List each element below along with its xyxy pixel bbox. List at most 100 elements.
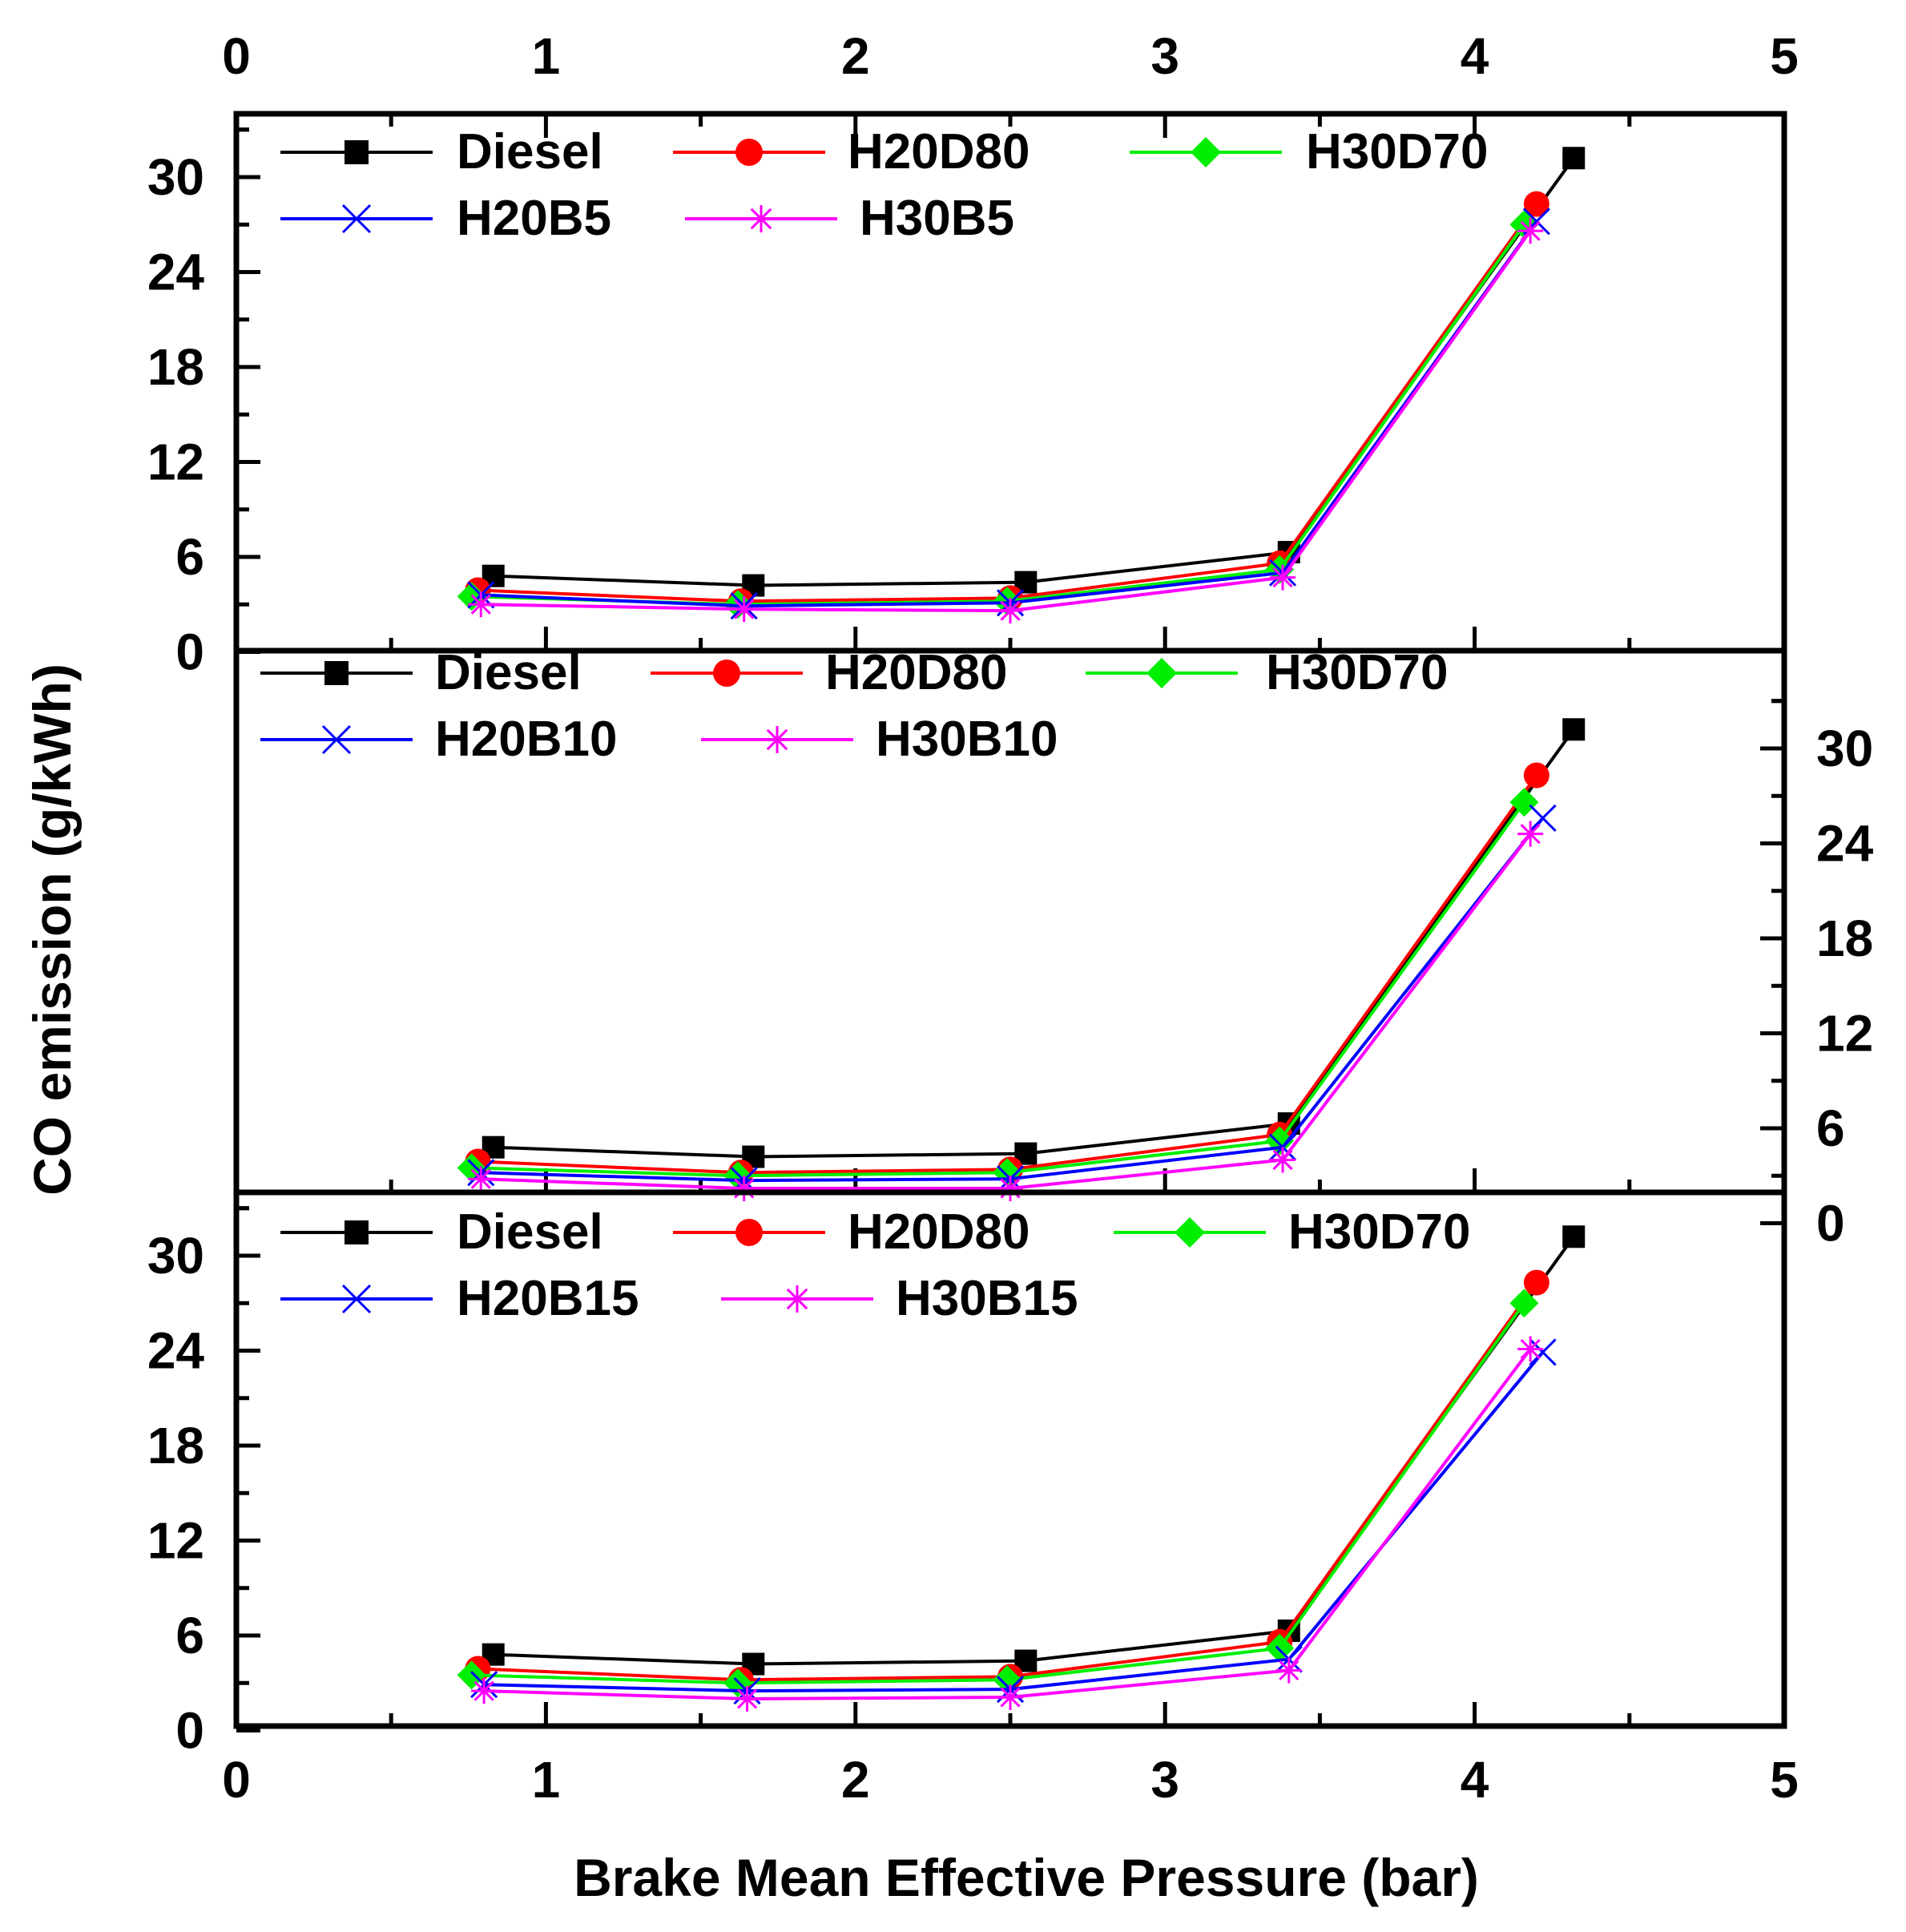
legend-bottom: Diesel H20D80 H30D70 H20B15 H30B15 — [280, 1204, 1470, 1326]
legend-marker-h20d80 — [735, 1219, 763, 1246]
y-tick-label-middle-18: 18 — [1816, 910, 1873, 967]
y-tick-label-middle-30: 30 — [1816, 720, 1873, 777]
data-point-h30b5 — [1270, 564, 1296, 591]
data-point-h30b5 — [468, 591, 494, 618]
y-tick-label-top-0: 0 — [175, 623, 204, 681]
series-line-h20d80 — [478, 1281, 1538, 1682]
data-point-h30b10 — [1270, 1147, 1296, 1173]
panel-top: 0 6 12 18 24 30 Diesel H20D80 H30D70 H20B5 H30B5 — [147, 124, 1787, 681]
legend-marker-h30b15 — [784, 1285, 811, 1313]
series-h30d70-middle — [457, 788, 1539, 1191]
series-line-h20b5 — [481, 220, 1538, 608]
x-axis-title: Brake Mean Effective Pressure (bar) — [574, 1848, 1479, 1907]
x-axis: 0 0 1 1 2 2 3 3 4 4 5 5 — [222, 27, 1799, 1809]
legend-marker-h30d70 — [1175, 1217, 1205, 1248]
legend-middle: Diesel H20D80 H30D70 H20B10 H30B10 — [260, 645, 1448, 767]
legend-label-h20d80: H20D80 — [825, 645, 1007, 700]
x-top-tick-label-5: 5 — [1770, 27, 1799, 85]
legend-marker-diesel — [345, 140, 369, 164]
x-bottom-tick-label-0: 0 — [222, 1751, 251, 1809]
series-h20d80-top — [465, 191, 1549, 615]
y-tick-label-middle-12: 12 — [1816, 1005, 1873, 1063]
legend-label-h30d70: H30D70 — [1288, 1204, 1470, 1260]
data-point-h30d70 — [1509, 788, 1539, 817]
series-h30d70-bottom — [457, 1289, 1539, 1698]
data-point-h20b10 — [1529, 804, 1557, 832]
legend-label-h20b5: H20B5 — [457, 191, 611, 246]
legend-marker-diesel — [345, 1220, 369, 1244]
x-bottom-tick-label-3: 3 — [1150, 1751, 1179, 1809]
x-bottom-tick-label-2: 2 — [841, 1751, 870, 1809]
series-h30b15-bottom — [471, 1336, 1544, 1712]
series-line-h20b15 — [484, 1351, 1545, 1693]
data-point-h30d70 — [993, 1665, 1022, 1695]
panel-middle: 0 6 12 18 24 30 Diesel H20D80 H30D70 H20B10 H30B10 — [234, 645, 1874, 1252]
legend-marker-h30b5 — [747, 205, 775, 232]
data-point-diesel — [1562, 718, 1586, 741]
series-h20b10-middle — [467, 804, 1557, 1195]
data-point-h20d80 — [1523, 1269, 1549, 1296]
legend-label-h30b15: H30B15 — [896, 1271, 1078, 1326]
y-tick-label-middle-0: 0 — [1816, 1195, 1845, 1252]
legend-label-h20d80: H20D80 — [848, 124, 1030, 179]
data-point-h20d80 — [1523, 191, 1549, 217]
data-point-h30b15 — [997, 1684, 1023, 1711]
y-tick-label-top-6: 6 — [175, 528, 204, 586]
data-point-h30b10 — [731, 1176, 757, 1202]
series-diesel-middle — [482, 718, 1586, 1168]
y-tick-label-bottom-6: 6 — [175, 1607, 204, 1664]
y-tick-label-bottom-30: 30 — [147, 1227, 204, 1285]
legend-label-h30b10: H30B10 — [876, 712, 1058, 767]
series-line-h30b15 — [484, 1348, 1532, 1701]
legend-label-h20b10: H20B10 — [435, 712, 617, 767]
x-top-tick-label-2: 2 — [841, 27, 870, 85]
series-line-diesel — [493, 728, 1575, 1159]
y-tick-label-middle-24: 24 — [1816, 815, 1874, 873]
legend-label-diesel: Diesel — [435, 645, 582, 700]
legend-marker-h20d80 — [735, 139, 763, 166]
x-top-tick-label-1: 1 — [532, 27, 561, 85]
x-bottom-tick-label-4: 4 — [1461, 1751, 1489, 1809]
y-tick-label-top-24: 24 — [147, 244, 205, 301]
legend-marker-h20b5 — [341, 204, 372, 234]
data-point-h30d70 — [1509, 1289, 1539, 1318]
legend-label-h30d70: H30D70 — [1306, 124, 1488, 179]
x-top-tick-label-0: 0 — [222, 27, 251, 85]
data-point-h30b15 — [734, 1686, 760, 1712]
legend-marker-diesel — [324, 661, 349, 685]
y-tick-label-top-30: 30 — [147, 148, 204, 206]
series-line-h30d70 — [471, 224, 1526, 607]
data-point-h30b15 — [471, 1678, 498, 1704]
legend-marker-h30d70 — [1191, 137, 1221, 167]
y-tick-label-bottom-12: 12 — [147, 1512, 204, 1570]
series-line-h30b5 — [481, 229, 1532, 613]
data-point-diesel — [1562, 1225, 1586, 1248]
y-tick-label-bottom-18: 18 — [147, 1417, 204, 1474]
series-h30b10-middle — [468, 821, 1544, 1202]
series-line-diesel — [493, 157, 1575, 587]
legend-label-h30d70: H30D70 — [1266, 645, 1448, 700]
series-h30d70-top — [457, 210, 1539, 619]
series-h20b15-bottom — [470, 1338, 1557, 1705]
legend-marker-h30d70 — [1146, 658, 1177, 688]
data-point-h30b5 — [731, 596, 757, 623]
y-tick-label-top-12: 12 — [147, 434, 204, 491]
series-line-h30d70 — [471, 801, 1526, 1178]
y-tick-label-middle-6: 6 — [1816, 1099, 1845, 1157]
legend-marker-h20b15 — [341, 1284, 372, 1314]
y-tick-label-bottom-0: 0 — [175, 1702, 204, 1760]
series-h20d80-middle — [465, 762, 1549, 1186]
data-point-h30d70 — [457, 1660, 486, 1690]
legend-label-h30b5: H30B5 — [860, 191, 1014, 246]
legend-label-diesel: Diesel — [457, 124, 603, 179]
y-tick-label-bottom-24: 24 — [147, 1322, 205, 1380]
plot-frame — [233, 111, 1787, 1729]
legend-label-diesel: Diesel — [457, 1204, 603, 1260]
x-top-tick-label-3: 3 — [1150, 27, 1179, 85]
legend-label-h20b15: H20B15 — [457, 1271, 639, 1326]
data-point-h30b5 — [997, 598, 1023, 624]
legend-marker-h20d80 — [713, 659, 740, 687]
data-point-h30b5 — [1517, 218, 1544, 244]
data-point-h30b10 — [1517, 821, 1544, 847]
